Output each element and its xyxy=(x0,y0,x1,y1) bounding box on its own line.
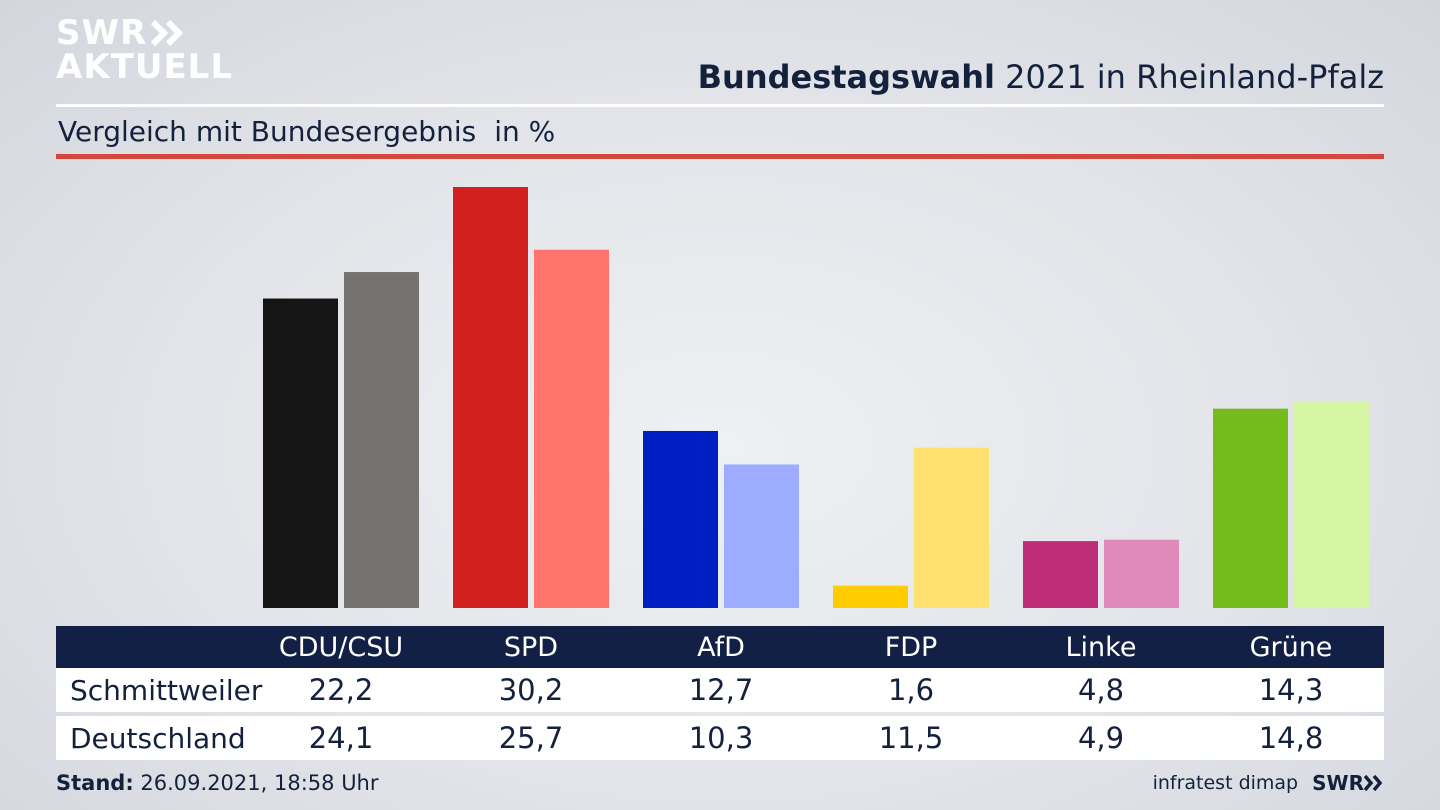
bar-cdu-csu-deutschland xyxy=(344,272,419,608)
bar-gr-ne-deutschland xyxy=(1294,401,1369,608)
footer-swr-text: SWR xyxy=(1312,771,1364,795)
logo-swr-text: SWR xyxy=(56,13,148,53)
logo-aktuell-text: AKTUELL xyxy=(56,47,234,87)
header-divider xyxy=(56,104,1384,107)
value-cell: 30,2 xyxy=(498,673,564,707)
value-cell: 25,7 xyxy=(498,721,564,755)
row-label-schmittweiler: Schmittweiler xyxy=(70,673,263,707)
table-row: Deutschland 24,1 25,7 10,3 11,5 4,9 14,8 xyxy=(56,716,1384,760)
chart-subtitle: Vergleich mit Bundesergebnis in % xyxy=(58,115,555,148)
category-label: Grüne xyxy=(1249,631,1333,663)
bar-afd-deutschland xyxy=(724,464,799,608)
row-label-deutschland: Deutschland xyxy=(70,721,246,755)
bar-linke-schmittweiler xyxy=(1023,541,1098,608)
value-cell: 22,2 xyxy=(308,673,374,707)
category-label: FDP xyxy=(884,631,938,663)
bar-afd-schmittweiler xyxy=(643,430,718,608)
value-cell: 10,3 xyxy=(688,721,754,755)
category-label: SPD xyxy=(503,631,559,663)
value-cell: 11,5 xyxy=(878,721,944,755)
value-cell: 4,9 xyxy=(1077,721,1125,755)
table-row: Schmittweiler 22,2 30,2 12,7 1,6 4,8 14,3 xyxy=(56,668,1384,712)
title-rest: 2021 in Rheinland-Pfalz xyxy=(1005,58,1384,96)
source-credit: infratest dimap SWR xyxy=(1153,771,1384,795)
category-label: CDU/CSU xyxy=(278,631,404,663)
value-cell: 14,3 xyxy=(1258,673,1324,707)
title-bold: Bundestagswahl xyxy=(697,58,995,96)
unit-label: in % xyxy=(494,115,556,148)
value-cell: 4,8 xyxy=(1077,673,1125,707)
category-label: AfD xyxy=(697,631,745,663)
bar-cdu-csu-schmittweiler xyxy=(263,298,338,608)
bar-spd-schmittweiler xyxy=(453,187,528,608)
footer-swr-logo: SWR xyxy=(1312,771,1384,795)
value-cell: 14,8 xyxy=(1258,721,1324,755)
bar-linke-deutschland xyxy=(1104,539,1179,608)
bar-fdp-schmittweiler xyxy=(833,585,908,608)
double-chevron-right-icon xyxy=(151,20,185,46)
bar-gr-ne-schmittweiler xyxy=(1213,408,1288,608)
value-cell: 12,7 xyxy=(688,673,754,707)
bar-fdp-deutschland xyxy=(914,447,989,608)
double-chevron-right-icon xyxy=(1364,775,1383,791)
source-text: infratest dimap xyxy=(1152,772,1299,794)
bar-spd-deutschland xyxy=(534,249,609,608)
stand-value: 26.09.2021, 18:58 Uhr xyxy=(140,771,379,795)
value-cell: 24,1 xyxy=(308,721,374,755)
accent-divider xyxy=(56,154,1384,159)
swr-aktuell-logo: SWR AKTUELL xyxy=(56,16,233,84)
page-title: Bundestagswahl 2021 in Rheinland-Pfalz xyxy=(698,58,1384,96)
subtitle-text: Vergleich mit Bundesergebnis xyxy=(58,115,477,148)
category-label: Linke xyxy=(1065,631,1137,663)
stand-label: Stand: xyxy=(56,771,134,795)
table-header-row: CDU/CSU SPD AfD FDP Linke Grüne xyxy=(56,626,1384,668)
value-cell: 1,6 xyxy=(887,673,935,707)
results-table: CDU/CSU SPD AfD FDP Linke Grüne Schmittweiler… xyxy=(56,626,1384,760)
bar-chart xyxy=(263,187,1369,608)
timestamp: Stand: 26.09.2021, 18:58 Uhr xyxy=(56,771,379,795)
